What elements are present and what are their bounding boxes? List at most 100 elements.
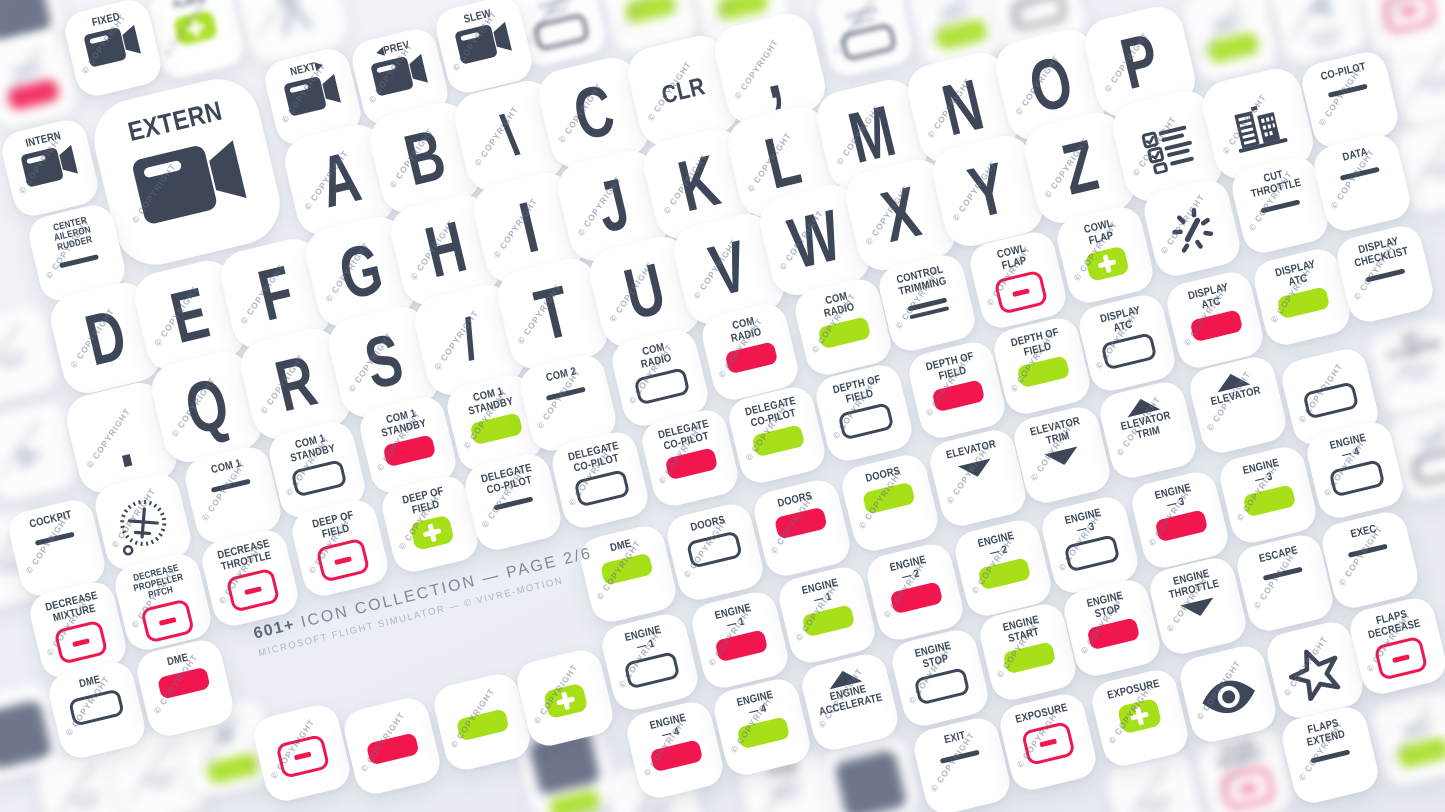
star-icon <box>1283 641 1348 704</box>
tile-sparkle: © COPYRIGHT <box>1140 176 1244 280</box>
key-glyph: Z <box>1055 125 1105 211</box>
minus-icon <box>275 733 331 779</box>
blurred-text <box>1137 791 1174 812</box>
tile-label: CENTER AILERON RUDDER <box>52 214 94 254</box>
key-glyph: G <box>332 228 390 316</box>
pill-outline-icon <box>290 459 348 498</box>
pill-green-icon <box>801 604 856 638</box>
tile-checklist: © COPYRIGHT <box>1107 85 1229 207</box>
tile-cowl-flap-increase: COWL FLAP © COPYRIGHT <box>1053 203 1157 307</box>
key-glyph: V <box>702 225 756 312</box>
pill-red-icon <box>773 506 828 540</box>
tile-doors-outline: DOORS © COPYRIGHT <box>663 500 767 604</box>
tile-label: ENGINE STOP <box>1085 589 1125 621</box>
tile-label: DME <box>78 673 102 691</box>
plus-icon <box>1116 697 1163 735</box>
key-glyph: E <box>163 272 217 359</box>
line-icon <box>545 386 586 401</box>
tile-blur-top-4: © COPYRIGHT <box>813 0 917 80</box>
tile-fixed-camera: FIXED © COPYRIGHT <box>61 0 165 100</box>
tile-doors-red: DOORS © COPYRIGHT <box>750 476 854 580</box>
tile-label: ELEVATOR TRIM <box>1029 415 1082 447</box>
tile-label: DEEP OF FIELD <box>401 485 446 517</box>
tile-decrease-throttle: DECREASE THROTTLE © COPYRIGHT <box>198 526 302 630</box>
triangle-down-icon <box>1180 597 1217 620</box>
key-glyph: J <box>589 163 637 249</box>
blurred-text <box>768 778 805 802</box>
pill-green-icon <box>715 0 770 22</box>
tile-intern-camera: INTERN © COPYRIGHT <box>0 116 102 220</box>
blurred-text <box>637 797 674 812</box>
pill-green-icon <box>1016 355 1071 389</box>
pill-green-icon <box>1396 735 1445 769</box>
tile-blur-set-altimeter: SET ALTIMETER © COPYRIGHT <box>1366 315 1445 419</box>
tile-control-trimming: CONTROL TRIMMING © COPYRIGHT <box>875 251 979 355</box>
tile-eye: © COPYRIGHT <box>1176 642 1280 746</box>
triangle-down-icon <box>1044 446 1081 469</box>
key-glyph: / <box>456 306 484 373</box>
pill-green-icon <box>934 17 989 51</box>
tile-label: ENGINE — 1 <box>623 623 663 654</box>
tile-label: ELEVATOR <box>945 438 998 462</box>
minus-icon <box>1220 765 1276 812</box>
pill-green-icon <box>861 481 916 515</box>
tile-label: ENGINE — 3 <box>1063 506 1103 537</box>
tile-label: ENGINE — 4 <box>735 688 775 719</box>
key-glyph: U <box>617 248 673 336</box>
pill-outline-icon <box>685 530 743 569</box>
tile-label: COM RADIO <box>639 341 673 371</box>
pill-outline-icon <box>623 651 681 690</box>
tile-label: ENGINE — 4 <box>648 711 688 742</box>
tile-label: ENGINE — 3 <box>1153 481 1193 512</box>
tile-pill-red-plain: © COPYRIGHT <box>340 694 444 798</box>
blurred-text <box>937 0 974 22</box>
minus-icon <box>53 619 109 666</box>
tile-engine-throttle: ENGINE THROTTLE © COPYRIGHT <box>1146 554 1250 658</box>
double-line-icon <box>906 294 950 320</box>
tile-exit: EXIT © COPYRIGHT <box>910 714 1014 812</box>
key-glyph: C <box>566 69 622 157</box>
tile-label: ENGINE — 3 <box>1241 456 1281 487</box>
tile-label: DOORS <box>864 464 902 485</box>
line-icon <box>939 749 980 764</box>
blurred-text <box>1209 10 1246 34</box>
pill-green-icon <box>623 0 678 25</box>
minus-icon <box>1020 720 1076 766</box>
pill-green-icon <box>206 751 260 785</box>
tile-label: SET ALTIMETER <box>1386 330 1442 363</box>
blurred-text <box>142 766 179 790</box>
minus-icon <box>1373 635 1429 682</box>
pill-red-icon <box>1189 309 1244 343</box>
tile-label: DME <box>609 537 633 555</box>
minus-icon <box>225 567 281 614</box>
pill-green-icon <box>469 412 524 446</box>
key-glyph: F <box>251 251 301 337</box>
pill-red-icon <box>382 434 437 468</box>
pill-red-icon <box>931 379 986 413</box>
tile-label: EXEC <box>1349 522 1378 541</box>
tile-depth-of-field-red: DEPTH OF FIELD © COPYRIGHT <box>905 338 1009 442</box>
key-glyph: . <box>104 395 141 485</box>
tile-deep-of-field-decrease: DEEP OF FIELD © COPYRIGHT <box>288 496 392 600</box>
pill-outline-icon <box>633 367 691 406</box>
video-camera-icon <box>130 137 248 226</box>
tile-label: DME <box>166 651 190 669</box>
tile-engine-1-green: ENGINE — 1 © COPYRIGHT <box>775 563 879 667</box>
key-glyph: Q <box>178 363 236 451</box>
tile-label: DISPLAY CHECKLIST <box>1352 235 1410 270</box>
pill-green-icon <box>1206 30 1261 64</box>
pill-green-icon <box>751 424 806 458</box>
line-icon <box>58 254 100 269</box>
blurred-text <box>67 786 104 810</box>
tile-delegate-co-pilot-outline: DELEGATE CO-PILOT © COPYRIGHT <box>548 428 652 532</box>
blurred-text <box>1415 427 1445 451</box>
key-glyph: W <box>781 195 849 285</box>
line-icon <box>493 496 534 511</box>
tile-label: COM RADIO <box>729 315 763 345</box>
tile-depth-of-field-green: DEPTH OF FIELD © COPYRIGHT <box>990 314 1094 418</box>
key-glyph: H <box>418 206 474 294</box>
pill-outline-icon <box>1100 332 1158 371</box>
tile-label: CO-PILOT <box>1319 60 1368 84</box>
tile-label: DISPLAY ATC <box>1273 258 1317 289</box>
tile-delegate-co-pilot-green: DELEGATE CO-PILOT © COPYRIGHT <box>725 383 829 487</box>
